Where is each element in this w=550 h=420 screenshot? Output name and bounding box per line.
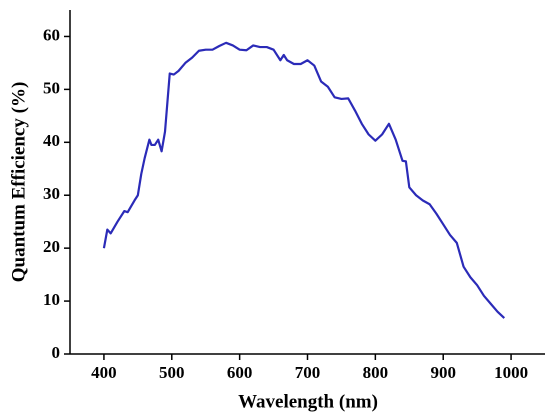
x-tick-label: 900: [430, 363, 456, 382]
y-tick-label: 60: [43, 25, 60, 44]
x-axis-label: Wavelength (nm): [238, 391, 378, 412]
y-tick-label: 20: [43, 237, 60, 256]
y-tick-label: 50: [43, 78, 60, 97]
y-tick-label: 0: [52, 343, 61, 362]
x-tick-label: 800: [363, 363, 389, 382]
y-axis-label: Quantum Efficiency (%): [8, 82, 29, 283]
y-tick-label: 30: [43, 184, 60, 203]
x-tick-label: 400: [91, 363, 117, 382]
x-tick-label: 700: [295, 363, 321, 382]
x-tick-label: 1000: [494, 363, 528, 382]
y-tick-label: 10: [43, 290, 60, 309]
x-tick-label: 600: [227, 363, 253, 382]
x-tick-label: 500: [159, 363, 185, 382]
y-tick-label: 40: [43, 131, 60, 150]
data-line: [102, 41, 506, 319]
